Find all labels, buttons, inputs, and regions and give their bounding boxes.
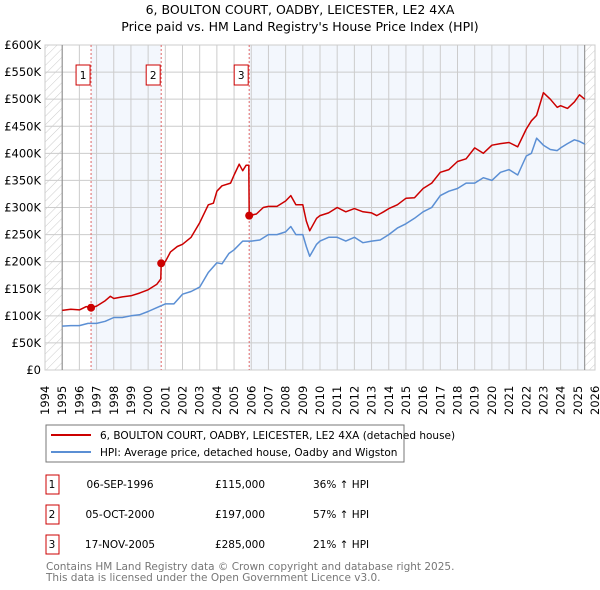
y-tick-label: £550K	[4, 65, 41, 79]
x-tick-label: 2014	[382, 386, 396, 415]
x-tick-label: 2017	[433, 386, 447, 415]
x-tick-label: 2001	[158, 386, 172, 415]
x-tick-label: 1996	[72, 386, 86, 415]
x-tick-label: 1995	[55, 386, 69, 415]
sale-point	[87, 303, 96, 312]
sale-label-number: 2	[150, 70, 157, 82]
y-tick-label: £350K	[4, 173, 41, 187]
x-tick-label: 2009	[296, 386, 310, 415]
legend-label-property: 6, BOULTON COURT, OADBY, LEICESTER, LE2 …	[100, 430, 455, 442]
y-tick-label: £400K	[4, 146, 41, 160]
sale-row-date: 06-SEP-1996	[86, 479, 153, 491]
x-tick-label: 2026	[588, 386, 600, 415]
footer-line1: Contains HM Land Registry data © Crown c…	[46, 561, 454, 573]
x-tick-label: 2020	[485, 386, 499, 415]
chart-title: 6, BOULTON COURT, OADBY, LEICESTER, LE2 …	[146, 2, 455, 17]
x-tick-label: 1998	[107, 386, 121, 415]
x-tick-label: 2019	[468, 386, 482, 415]
x-tick-label: 2004	[210, 386, 224, 415]
x-tick-label: 2022	[519, 386, 533, 415]
x-tick-label: 2021	[502, 386, 516, 415]
sale-label-box	[145, 64, 161, 86]
x-tick-label: 2002	[176, 386, 190, 415]
sale-row-hpi: 21% ↑ HPI	[313, 539, 369, 551]
x-tick-label: 2023	[536, 386, 550, 415]
hpi-line	[62, 137, 586, 327]
sale-row-number-box	[45, 474, 60, 495]
sale-label-number: 1	[80, 70, 87, 82]
sale-row-price: £115,000	[215, 479, 265, 491]
footer-line2: This data is licensed under the Open Gov…	[45, 572, 381, 584]
y-tick-label: £300K	[4, 201, 41, 215]
sale-label-box	[233, 64, 249, 86]
y-tick-label: £50K	[12, 336, 42, 350]
y-tick-label: £200K	[4, 255, 41, 269]
sale-row-number-box	[45, 504, 60, 525]
x-tick-label: 2010	[313, 386, 327, 415]
sale-label-box	[75, 64, 91, 86]
chart-subtitle: Price paid vs. HM Land Registry's House …	[121, 19, 478, 34]
x-tick-label: 2005	[227, 386, 241, 415]
sale-point	[157, 259, 166, 268]
y-tick-label: £450K	[4, 119, 41, 133]
x-tick-label: 2006	[244, 386, 258, 415]
legend-label-hpi: HPI: Average price, detached house, Oadb…	[100, 447, 397, 459]
sale-label-number: 3	[238, 70, 245, 82]
x-tick-label: 2003	[193, 386, 207, 415]
x-tick-label: 1994	[38, 386, 52, 415]
x-tick-label: 1997	[90, 386, 104, 415]
sale-row-date: 17-NOV-2005	[85, 539, 155, 551]
x-tick-label: 2011	[330, 386, 344, 415]
x-tick-label: 2012	[347, 386, 361, 415]
sale-row-date: 05-OCT-2000	[86, 509, 155, 521]
y-tick-label: £150K	[4, 282, 41, 296]
x-tick-label: 2018	[451, 386, 465, 415]
y-tick-label: £600K	[4, 38, 41, 52]
x-tick-label: 2015	[399, 386, 413, 415]
sale-row-price: £197,000	[215, 509, 265, 521]
sale-point	[245, 211, 254, 220]
sale-row-number: 3	[49, 539, 56, 551]
sale-row-number: 2	[49, 509, 56, 521]
x-tick-label: 2000	[141, 386, 155, 415]
y-tick-label: £0	[26, 363, 41, 377]
x-tick-label: 2016	[416, 386, 430, 415]
y-tick-label: £250K	[4, 228, 41, 242]
sale-row-hpi: 36% ↑ HPI	[313, 479, 369, 491]
x-tick-label: 2007	[261, 386, 275, 415]
property-price-line	[62, 91, 586, 312]
sale-row-price: £285,000	[215, 539, 265, 551]
sales-table: 1 06-SEP-1996 £115,000 36% ↑ HPI 2 05-OCT-200…	[45, 474, 369, 555]
sale-row-number-box	[45, 534, 60, 555]
y-tick-label: £500K	[4, 92, 41, 106]
y-tick-label: £100K	[4, 309, 41, 323]
x-tick-label: 1999	[124, 386, 138, 415]
x-tick-label: 2024	[554, 386, 568, 415]
x-tick-label: 2025	[571, 386, 585, 415]
sale-row-hpi: 57% ↑ HPI	[313, 509, 369, 521]
x-tick-label: 2008	[279, 386, 293, 415]
plot-border	[44, 44, 596, 371]
legend: 6, BOULTON COURT, OADBY, LEICESTER, LE2 …	[45, 424, 455, 463]
x-tick-label: 2013	[365, 386, 379, 415]
sale-row-number: 1	[49, 479, 56, 491]
